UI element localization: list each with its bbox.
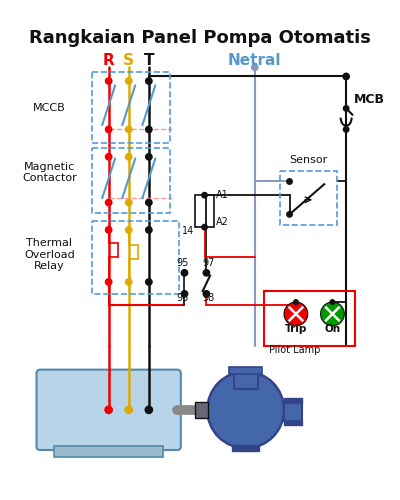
Text: Magnetic
Contactor: Magnetic Contactor	[22, 162, 77, 183]
Text: R: R	[103, 54, 114, 68]
Circle shape	[126, 126, 132, 132]
Circle shape	[146, 154, 152, 160]
Bar	[196, 195, 214, 227]
Text: Thermal
Overload
Relay: Thermal Overload Relay	[24, 238, 75, 271]
Circle shape	[146, 126, 152, 132]
Text: A1: A1	[216, 190, 228, 200]
Text: Pilot Lamp: Pilot Lamp	[268, 345, 320, 355]
Circle shape	[203, 270, 210, 276]
FancyBboxPatch shape	[36, 370, 181, 450]
Text: On: On	[324, 324, 340, 334]
Circle shape	[106, 279, 112, 285]
Bar	[92, 148, 170, 214]
Circle shape	[105, 406, 112, 413]
Text: 96: 96	[176, 293, 189, 303]
Circle shape	[287, 179, 292, 184]
Circle shape	[145, 406, 152, 413]
Circle shape	[126, 200, 132, 205]
Bar	[232, 444, 259, 451]
Circle shape	[106, 126, 112, 132]
Circle shape	[202, 224, 207, 230]
Text: Sensor: Sensor	[290, 155, 328, 165]
Text: S: S	[123, 54, 134, 68]
Circle shape	[284, 302, 308, 326]
Text: Trip: Trip	[285, 324, 307, 334]
Text: 98: 98	[202, 293, 214, 303]
Bar	[92, 72, 170, 143]
Bar	[229, 367, 262, 374]
Circle shape	[181, 270, 188, 276]
Circle shape	[106, 154, 112, 160]
Text: A2: A2	[216, 218, 228, 228]
Bar	[264, 291, 355, 346]
Text: 14: 14	[182, 226, 194, 236]
Circle shape	[203, 290, 210, 297]
Circle shape	[207, 372, 284, 448]
Text: MCCB: MCCB	[33, 104, 66, 114]
Bar	[284, 398, 302, 402]
Text: 97: 97	[202, 258, 214, 268]
Bar	[92, 221, 179, 294]
Text: MCB: MCB	[354, 93, 384, 106]
Text: 95: 95	[176, 258, 189, 268]
Circle shape	[146, 226, 152, 233]
Circle shape	[330, 300, 335, 304]
Circle shape	[146, 200, 152, 205]
Circle shape	[343, 106, 349, 111]
Circle shape	[343, 126, 349, 132]
Circle shape	[106, 226, 112, 233]
Text: Rangkaian Panel Pompa Otomatis: Rangkaian Panel Pompa Otomatis	[29, 29, 371, 47]
Circle shape	[125, 406, 132, 413]
Circle shape	[294, 300, 298, 304]
Circle shape	[126, 279, 132, 285]
Text: Netral: Netral	[228, 54, 282, 68]
Bar	[54, 446, 164, 458]
Circle shape	[126, 154, 132, 160]
Circle shape	[126, 226, 132, 233]
Circle shape	[106, 200, 112, 205]
Bar	[284, 400, 302, 421]
Circle shape	[146, 78, 152, 84]
Bar	[196, 402, 208, 418]
Circle shape	[343, 74, 349, 80]
Circle shape	[106, 78, 112, 84]
Circle shape	[320, 302, 344, 326]
Text: T: T	[144, 54, 154, 68]
Circle shape	[287, 212, 292, 217]
Bar	[284, 421, 302, 426]
Circle shape	[146, 279, 152, 285]
Bar	[234, 368, 258, 389]
Bar	[280, 170, 337, 226]
Circle shape	[202, 192, 207, 198]
Circle shape	[252, 64, 258, 70]
Circle shape	[126, 78, 132, 84]
Circle shape	[181, 290, 188, 297]
